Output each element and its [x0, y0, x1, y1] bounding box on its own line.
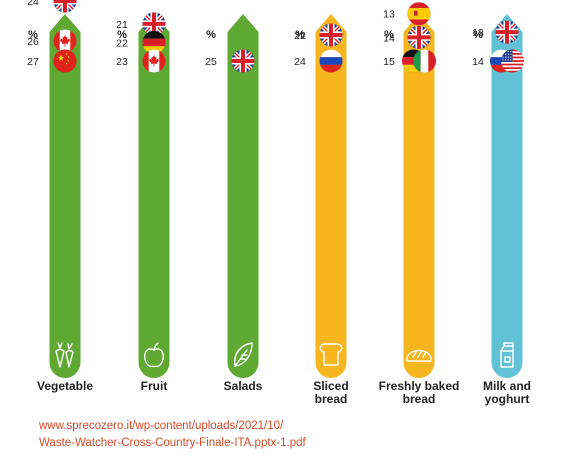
category-label-milk-and-yoghurt: Milk and yoghurt: [483, 379, 531, 406]
unit-label: %: [473, 29, 483, 41]
tick-label: 22: [294, 30, 306, 42]
tick-label: 24: [294, 56, 306, 68]
bread-slice-icon: [319, 343, 343, 366]
tick-label: 21: [116, 19, 128, 31]
unit-label: %: [384, 29, 394, 41]
tick-label: 14: [472, 56, 484, 68]
bar-vegetable: [49, 14, 81, 378]
unit-label: %: [117, 29, 127, 41]
unit-label: %: [28, 29, 38, 41]
tick-label: 27: [27, 56, 39, 68]
bar-milk-and-yoghurt: [491, 14, 523, 378]
bar-freshly-baked-bread: [403, 14, 435, 378]
unit-label: %: [206, 29, 216, 41]
flag-spain: [407, 1, 431, 26]
category-label-sliced-bread: Sliced bread: [313, 379, 348, 406]
tick-label: 15: [383, 56, 395, 68]
source-line-2[interactable]: Waste-Watcher-Cross-Country-Finale-ITA.p…: [39, 437, 306, 449]
flag-canada: [142, 49, 166, 73]
apple-icon: [143, 342, 165, 368]
tick-label: 25: [205, 56, 217, 68]
tick-label: 13: [383, 9, 395, 21]
tick-label: 23: [116, 56, 128, 68]
flag-uk: [319, 23, 343, 47]
column-salads: %251814131293Salads: [205, 14, 263, 393]
flag-usa: [500, 49, 525, 73]
category-label-vegetable: Vegetable: [37, 379, 93, 393]
category-label-freshly-baked-bread: Freshly baked bread: [379, 379, 460, 406]
flag-canada: [53, 29, 77, 53]
carrot-icon: [55, 342, 74, 368]
tick-label: 22: [116, 37, 128, 49]
leaf-icon: [234, 342, 253, 367]
tick-label: 24: [27, 0, 39, 8]
unit-label: %: [295, 29, 305, 41]
column-sliced-bread: %2422181174Slicedbread: [294, 14, 349, 406]
flag-uk: [495, 20, 519, 44]
bread-loaf-icon: [406, 349, 432, 362]
milk-carton-icon: [500, 342, 514, 368]
bar-fruit: [138, 14, 170, 378]
tick-label: 13: [472, 27, 484, 39]
flag-italy: [412, 49, 437, 73]
tick-label: 14: [383, 32, 395, 44]
bar-salads: [227, 14, 259, 378]
flag-uk: [231, 49, 255, 73]
tick-label: 26: [27, 36, 39, 48]
bar-sliced-bread: [315, 14, 347, 378]
flag-russia: [319, 49, 343, 73]
flag-uk: [53, 0, 77, 13]
category-label-salads: Salads: [224, 379, 263, 393]
source-line-1[interactable]: www.sprecozero.it/wp-content/uploads/202…: [39, 420, 284, 432]
category-label-fruit: Fruit: [141, 379, 168, 393]
flag-uk: [142, 12, 166, 36]
column-fruit: %232221191816109Fruit: [116, 12, 170, 393]
flag-china: [53, 49, 77, 73]
flag-uk: [407, 25, 431, 50]
column-vegetable: %2726242018171514Vegetable: [27, 0, 93, 393]
